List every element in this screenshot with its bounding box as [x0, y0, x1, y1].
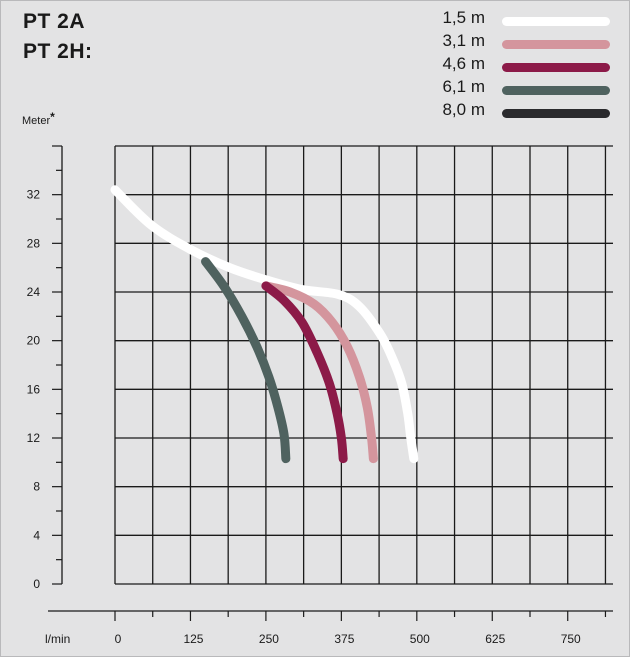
y-tick-label: 32 [27, 188, 41, 202]
legend-item: 4,6 m [400, 54, 615, 77]
legend-label: 4,6 m [442, 54, 485, 73]
x-tick-label: 375 [334, 632, 354, 646]
y-tick-label: 28 [27, 236, 41, 250]
y-tick-label: 12 [27, 431, 41, 445]
legend-label: 6,1 m [442, 77, 485, 96]
y-tick-label: 16 [27, 382, 41, 396]
y-axis-label-mark: * [50, 110, 55, 124]
y-axis-label: Meter* [22, 110, 55, 127]
legend-swatch [502, 17, 610, 26]
y-tick-label: 4 [33, 528, 40, 542]
x-tick-label: 750 [561, 632, 581, 646]
x-tick-label: 125 [183, 632, 203, 646]
y-axis-label-text: Meter [22, 115, 51, 127]
legend-item: 6,1 m [400, 77, 615, 100]
x-tick-label: 625 [485, 632, 505, 646]
y-tick-label: 0 [33, 577, 40, 591]
y-tick-label: 24 [27, 285, 41, 299]
x-axis-label: l/min [45, 632, 70, 646]
x-tick-label: 0 [115, 632, 122, 646]
series-line [261, 281, 348, 464]
series-line [261, 281, 378, 464]
legend-item: 3,1 m [400, 31, 615, 54]
legend-swatch [502, 86, 610, 95]
legend-swatch [502, 63, 610, 72]
legend: 1,5 m 3,1 m 4,6 m 6,1 m 8,0 m [400, 8, 615, 123]
plot-area [115, 146, 613, 584]
legend-swatch [502, 109, 610, 118]
legend-label: 1,5 m [442, 8, 485, 27]
x-tick-label: 250 [259, 632, 279, 646]
legend-swatch [502, 40, 610, 49]
chart-title-line2: PT 2H: [23, 40, 93, 63]
legend-label: 3,1 m [442, 31, 485, 50]
series-line [201, 257, 291, 464]
legend-item: 1,5 m [400, 8, 615, 31]
y-tick-label: 20 [27, 334, 41, 348]
legend-label: 8,0 m [442, 100, 485, 119]
legend-item: 8,0 m [400, 100, 615, 123]
x-tick-label: 500 [410, 632, 430, 646]
series-line [110, 185, 419, 464]
y-tick-label: 8 [33, 480, 40, 494]
chart-title-line1: PT 2A [23, 10, 86, 33]
